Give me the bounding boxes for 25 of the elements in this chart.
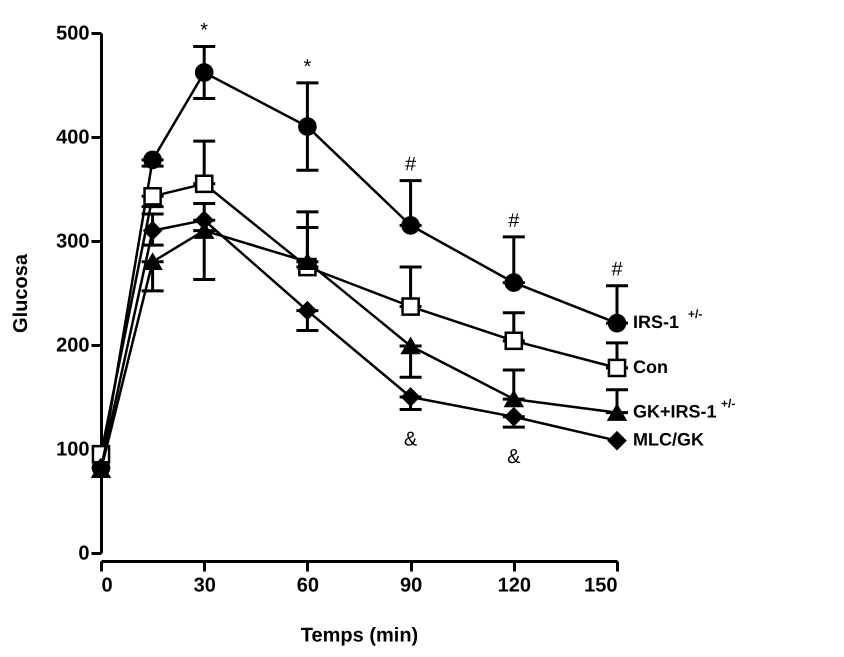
series-label: GK+IRS-1+/- [633,396,736,422]
x-tick-label: 0 [102,574,113,596]
series-label: Con [633,356,668,377]
annotation: & [507,446,522,468]
x-tick-label: 120 [498,574,531,596]
y-tick-label: 100 [56,438,90,460]
y-tick-label: 400 [56,126,90,148]
series-label: MLC/GK [633,430,704,450]
x-tick-label: 150 [584,574,618,596]
annotation: # [508,210,520,232]
annotation: # [405,154,418,176]
y-tick-label: 0 [78,542,90,564]
annotation: * [200,20,208,42]
annotation: # [611,258,624,281]
annotation: & [404,428,418,450]
x-axis-title: Temps (min) [300,624,418,646]
y-tick-label: 500 [56,22,90,44]
annotation: * [304,56,312,78]
y-axis-title: Glucosa [10,253,32,333]
x-tick-label: 60 [296,574,320,596]
y-tick-label: 300 [56,230,90,252]
series-label: IRS-1+/- [633,307,702,332]
y-tick-label: 200 [56,334,90,356]
x-tick-label: 30 [194,574,216,596]
x-tick-label: 90 [400,574,422,596]
